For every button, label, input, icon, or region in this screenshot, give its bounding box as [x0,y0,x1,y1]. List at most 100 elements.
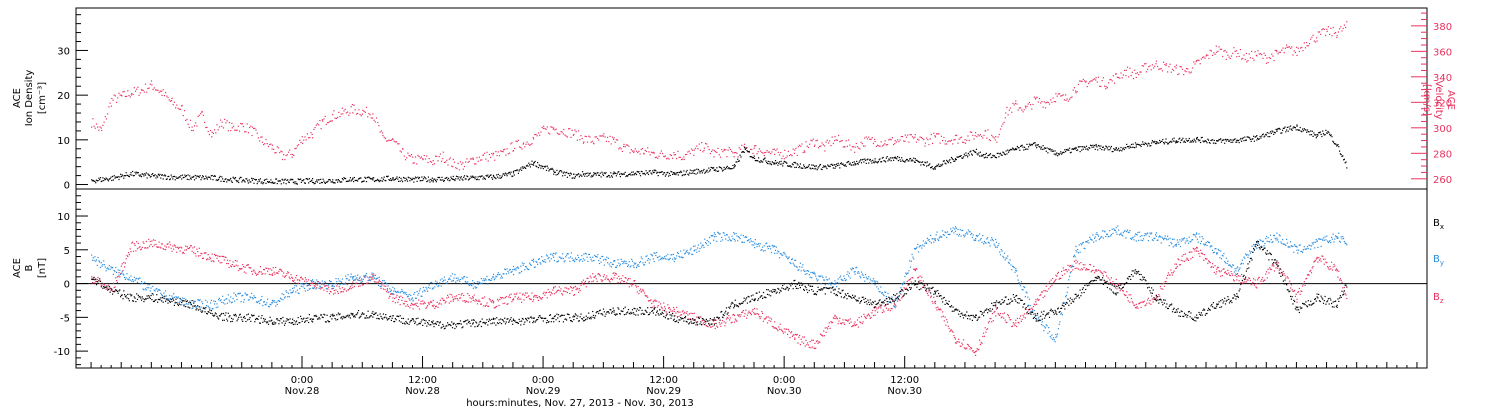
velocity-series-point [789,154,791,157]
density-series-point [597,172,599,174]
bz-series-point [1340,279,1342,281]
density-series-point [674,172,676,174]
bz-series-point [917,277,919,279]
velocity-series-point [717,147,719,149]
velocity-series-point [121,95,123,97]
by-series-point [124,278,126,281]
bz-series-point [359,285,361,287]
velocity-series-point [265,138,267,141]
density-series-point [1142,143,1145,145]
velocity-series-point [725,149,727,151]
density-series-point [323,180,325,182]
density-series-point [666,172,668,174]
bz-series-point [906,280,908,282]
density-series-point [517,172,519,174]
velocity-series-point [817,147,820,149]
bz-series-point [1156,299,1158,301]
bz-series-point [605,277,607,279]
velocity-series-point [1025,107,1027,109]
density-series-point [1341,155,1343,158]
bz-series-point [492,302,495,304]
density-series-point [257,181,259,183]
density-series-point [1295,129,1297,131]
density-series-point [989,154,991,156]
bz-series-point [373,281,376,283]
density-series-point [801,167,803,169]
density-series-point [1285,131,1287,133]
bz-series-point [794,338,796,340]
bz-series-point [712,325,714,327]
bz-series-point [176,251,178,253]
velocity-series-point [486,151,488,153]
density-series-point [481,175,483,177]
velocity-series-point [305,139,307,141]
bz-series-point [562,290,564,292]
bz-series-point [690,312,692,314]
density-series-point [229,179,231,181]
bz-series-point [230,265,232,267]
density-series-point [1073,148,1075,150]
density-series-point [197,175,199,177]
density-series-point [319,182,321,184]
velocity-series-point [943,136,945,139]
velocity-series-point [138,94,140,96]
bz-series-point [643,290,645,292]
velocity-series-point [643,153,645,155]
by-series-point [198,300,200,302]
density-series-point [836,163,838,165]
bz-series-point [1187,259,1190,261]
bz-series-point [437,306,439,308]
bz-series-point [1286,276,1288,278]
velocity-series-point [559,133,561,135]
bz-series-point [784,331,786,333]
by-series-point [227,294,229,296]
velocity-series-point [1091,80,1093,82]
by-series-point [230,296,232,298]
density-series-point [100,181,102,183]
bz-series-point [878,306,880,308]
by-series-point [251,297,253,299]
velocity-series-point [1079,80,1081,82]
bz-series-point [128,254,130,256]
bz-series-point [834,314,836,316]
velocity-series-point [1095,77,1097,79]
velocity-series-point [482,154,484,156]
bz-series-point [952,331,954,333]
bz-series-point [1118,283,1120,285]
velocity-series-point [553,127,555,129]
density-series-point [260,182,262,184]
velocity-series-point [1329,33,1331,35]
velocity-series-point [715,151,717,153]
density-series-point [526,164,528,166]
velocity-series-point [177,107,179,109]
density-series-point [708,167,710,169]
velocity-series-point [786,155,788,157]
density-series-point [968,154,970,156]
velocity-series-point [1101,80,1103,82]
velocity-series-point [874,138,876,140]
velocity-series-point [852,146,855,148]
velocity-series-point [1011,111,1013,113]
velocity-series-point [774,153,776,155]
bz-series-point [1094,270,1096,272]
bz-series-point [845,319,847,321]
density-series-point [195,177,197,179]
bz-series-point [818,341,820,343]
bz-series-point [1190,258,1192,260]
velocity-series-point [625,144,627,146]
bz-series-point [1325,261,1327,263]
density-series-point [203,178,205,180]
velocity-series-point [271,144,274,146]
density-series-point [402,181,404,183]
bz-series-point [524,294,526,296]
bz-series-point [146,247,148,249]
density-series-point [567,172,569,174]
density-series-point [290,178,292,180]
bz-series-point [443,299,445,302]
bz-series-point [1291,289,1293,291]
bz-series-point [903,287,905,289]
bz-series-point [734,318,736,320]
velocity-series-point [1233,47,1235,49]
by-series-point [148,284,151,286]
density-series-point [977,154,979,156]
